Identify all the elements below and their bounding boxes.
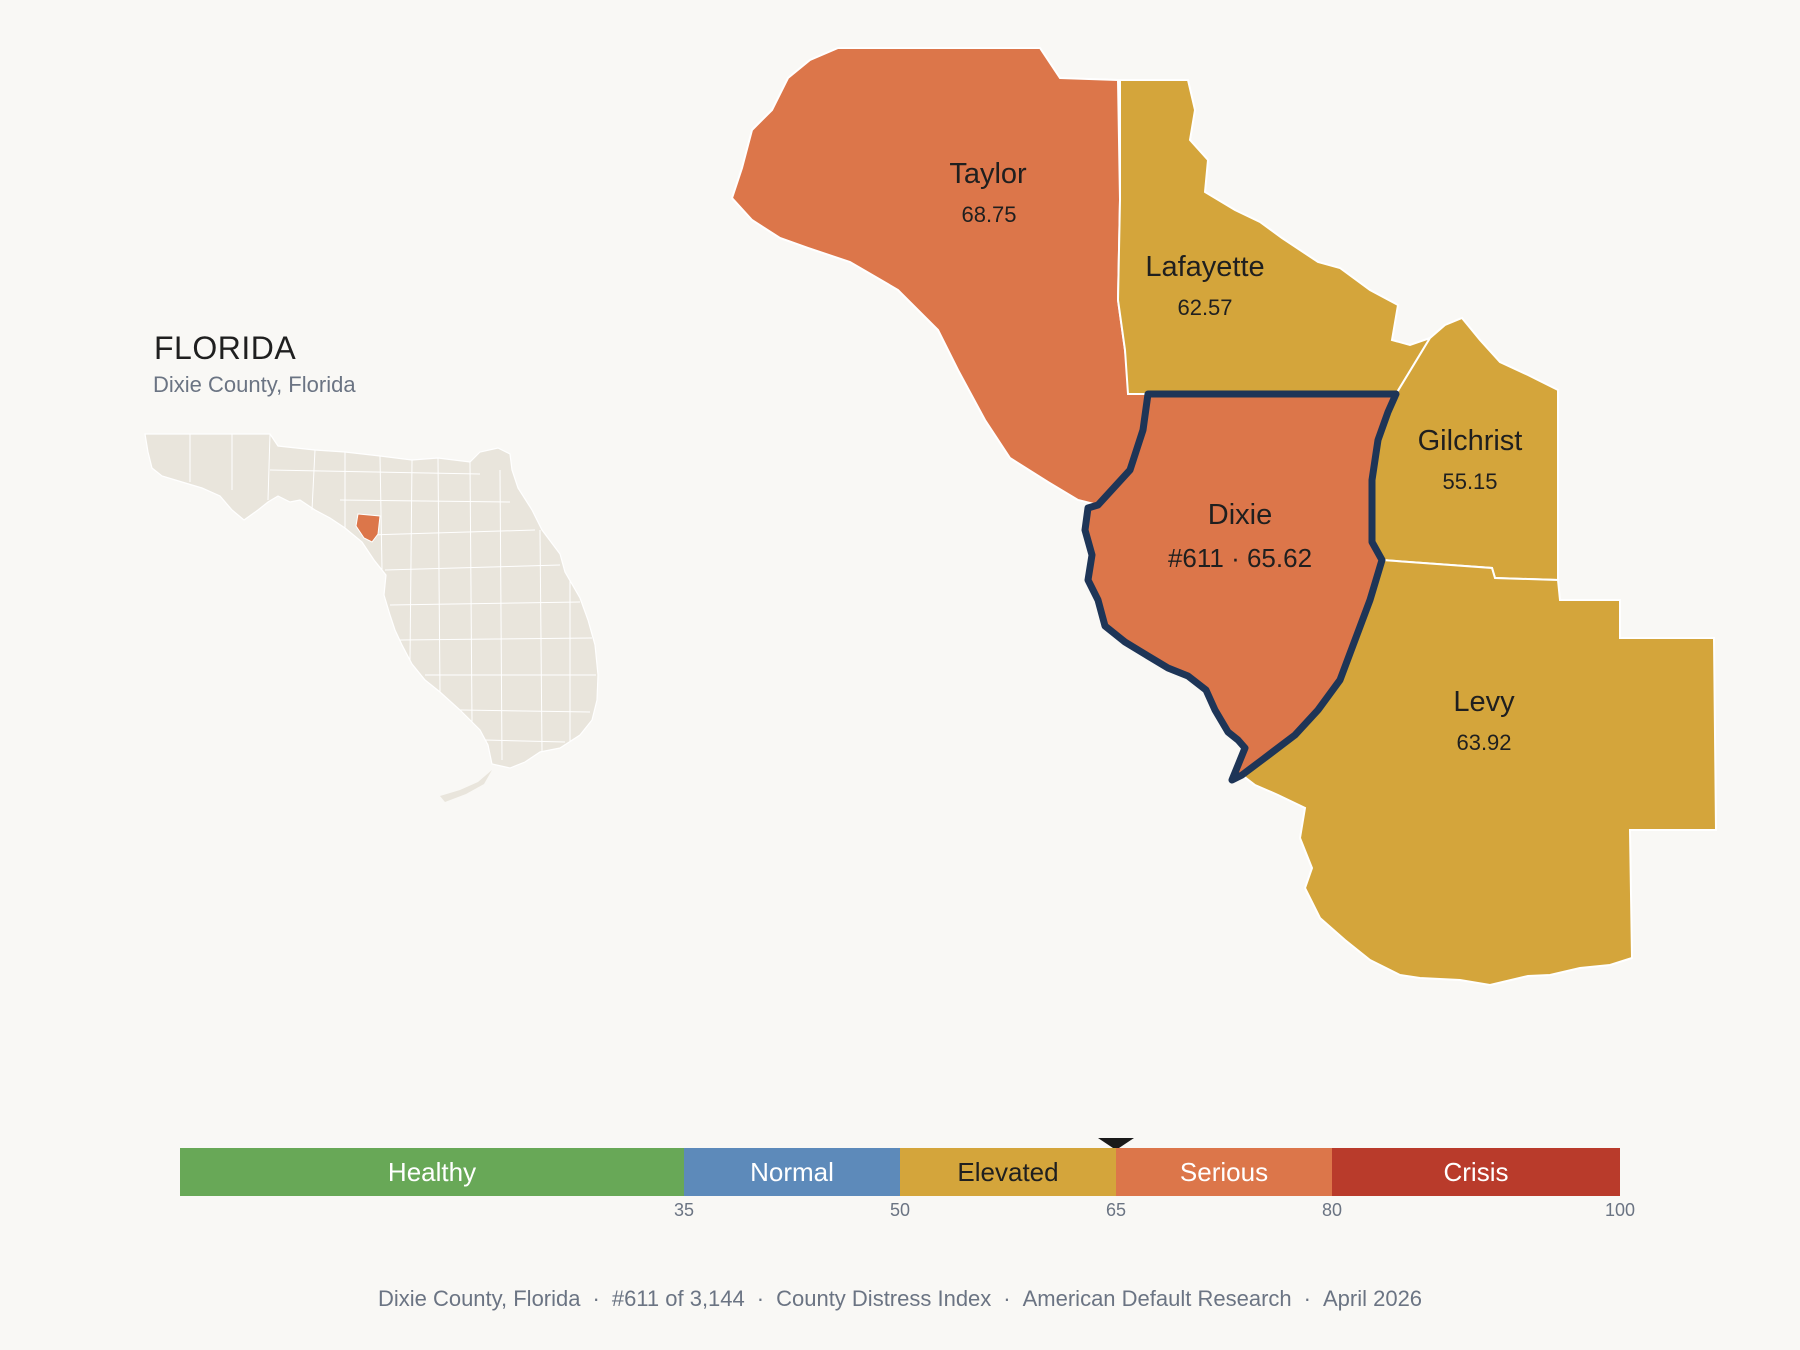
scale-tick: 35	[673, 1200, 695, 1220]
scale-tick: 65	[1105, 1200, 1127, 1220]
value-lafayette: 62.57	[1177, 295, 1232, 320]
label-dixie: Dixie	[1208, 499, 1272, 531]
inset-title: FLORIDA	[154, 330, 297, 366]
footer-source: American Default Research	[1022, 1286, 1292, 1311]
scale-band-elevated: Elevated	[900, 1148, 1116, 1196]
florida-state-shape	[144, 433, 599, 769]
distress-scale-bar: Healthy Normal Elevated Serious Crisis	[180, 1148, 1620, 1196]
value-gilchrist: 55.15	[1442, 469, 1497, 494]
footer-index: County Distress Index	[776, 1286, 992, 1311]
inset-dixie-highlight	[355, 513, 381, 543]
footer-rank: #611 of 3,144	[611, 1286, 745, 1311]
footer-county: Dixie County, Florida	[377, 1286, 581, 1311]
county-lafayette[interactable]	[1116, 79, 1433, 395]
value-taylor: 68.75	[961, 202, 1016, 227]
scale-tick: 100	[1604, 1200, 1636, 1220]
label-levy: Levy	[1453, 686, 1515, 718]
county-lines	[189, 433, 596, 761]
scale-band-serious: Serious	[1116, 1148, 1332, 1196]
scale-tick: 80	[1321, 1200, 1343, 1220]
scale-band-healthy: Healthy	[180, 1148, 684, 1196]
florida-inset-map	[144, 433, 599, 802]
scale-band-crisis: Crisis	[1332, 1148, 1620, 1196]
scale-ticks: 35 50 65 80 100	[180, 1198, 1635, 1220]
scale-band-normal: Normal	[684, 1148, 900, 1196]
label-gilchrist: Gilchrist	[1418, 425, 1523, 457]
florida-keys-shape	[440, 770, 492, 802]
label-lafayette: Lafayette	[1145, 251, 1264, 283]
footer-date: April 2026	[1322, 1286, 1423, 1311]
value-levy: 63.92	[1456, 730, 1511, 755]
county-taylor[interactable]	[730, 47, 1150, 507]
county-dixie[interactable]	[1081, 390, 1400, 784]
inset-subtitle: Dixie County, Florida	[153, 372, 356, 397]
scale-marker	[1098, 1138, 1134, 1150]
value-dixie: #611 · 65.62	[1168, 543, 1312, 573]
scale-tick: 50	[889, 1200, 911, 1220]
footer: Dixie County, Florida · #611 of 3,144 · Coun…	[377, 1286, 1423, 1311]
label-taylor: Taylor	[949, 158, 1027, 190]
